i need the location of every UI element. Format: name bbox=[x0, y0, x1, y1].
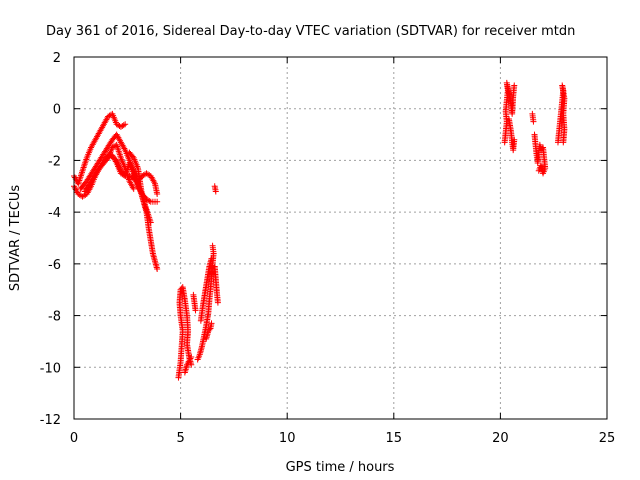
data-point bbox=[192, 307, 199, 314]
data-point bbox=[535, 167, 542, 174]
chart-title: Day 361 of 2016, Sidereal Day-to-day VTE… bbox=[46, 24, 575, 39]
data-point bbox=[214, 299, 221, 306]
data-point bbox=[130, 185, 137, 192]
data-point bbox=[154, 191, 161, 198]
y-tick-label: -2 bbox=[48, 154, 61, 169]
y-tick-label: -12 bbox=[40, 413, 61, 428]
x-tick-label: 20 bbox=[492, 431, 509, 446]
y-tick-label: 0 bbox=[53, 103, 61, 118]
grid bbox=[74, 57, 607, 419]
plot-frame bbox=[73, 56, 608, 420]
data-point bbox=[208, 255, 215, 262]
x-tick-label: 0 bbox=[70, 431, 78, 446]
y-tick-label: -8 bbox=[48, 310, 61, 325]
data-point bbox=[530, 118, 537, 125]
data-point bbox=[129, 153, 136, 160]
x-tick-label: 5 bbox=[176, 431, 184, 446]
data-point bbox=[206, 326, 213, 333]
axis-ticks: 0 5 10 15 20 25 -12 -10 -8 -6 -4 -2 0 2 bbox=[40, 51, 616, 446]
data-points bbox=[71, 79, 568, 381]
data-point bbox=[154, 266, 161, 273]
x-axis-label: GPS time / hours bbox=[286, 460, 395, 475]
x-tick-label: 10 bbox=[279, 431, 296, 446]
y-tick-label: -4 bbox=[48, 206, 61, 221]
data-point bbox=[122, 121, 129, 128]
y-tick-label: 2 bbox=[53, 51, 61, 66]
data-point bbox=[212, 188, 219, 195]
data-point bbox=[188, 353, 195, 360]
data-point bbox=[511, 82, 518, 89]
data-point bbox=[208, 320, 215, 327]
data-point bbox=[209, 242, 216, 249]
data-point bbox=[511, 136, 518, 143]
data-point bbox=[120, 122, 127, 129]
y-axis-label: SDTVAR / TECUs bbox=[8, 185, 23, 292]
data-point bbox=[560, 139, 567, 146]
data-point bbox=[147, 219, 154, 226]
data-point bbox=[154, 198, 161, 205]
y-tick-label: -10 bbox=[40, 361, 61, 376]
x-tick-label: 25 bbox=[599, 431, 616, 446]
data-point bbox=[146, 197, 153, 204]
y-tick-label: -6 bbox=[48, 258, 61, 273]
x-tick-label: 15 bbox=[386, 431, 403, 446]
